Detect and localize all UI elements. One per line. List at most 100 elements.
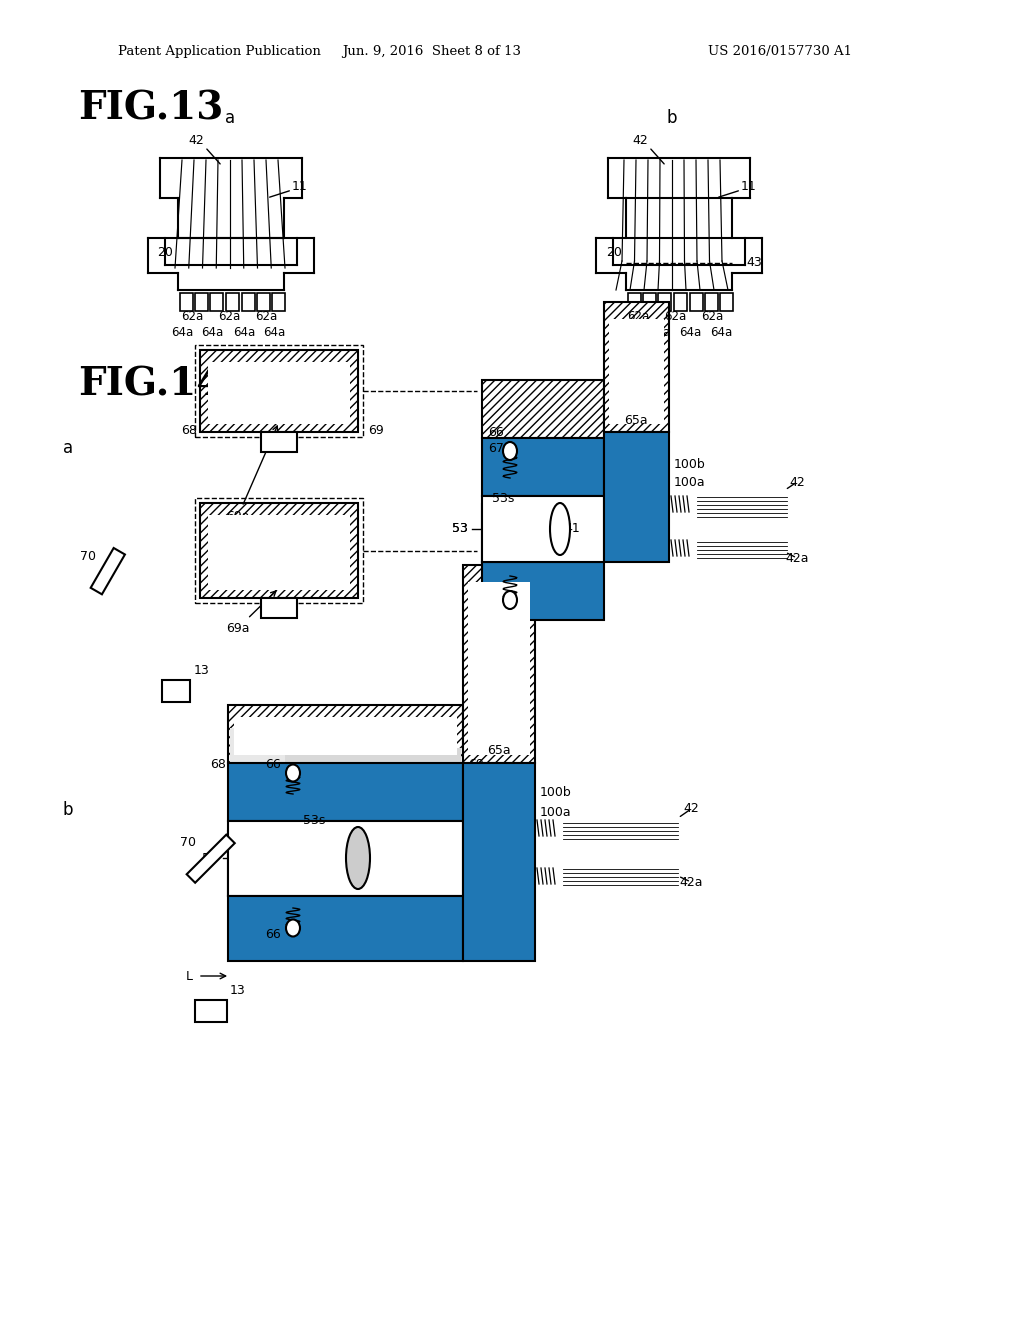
Text: 20: 20 bbox=[606, 247, 622, 260]
Bar bbox=[234, 717, 457, 755]
Text: 100b: 100b bbox=[674, 458, 706, 471]
Text: 68: 68 bbox=[210, 759, 226, 771]
Text: 69a: 69a bbox=[226, 591, 275, 635]
Text: 66: 66 bbox=[488, 607, 504, 620]
Bar bbox=[690, 293, 703, 312]
Text: 62a: 62a bbox=[218, 310, 240, 323]
Text: 62a: 62a bbox=[700, 310, 723, 323]
Bar bbox=[91, 548, 125, 594]
Text: 66: 66 bbox=[265, 758, 281, 771]
Bar bbox=[272, 293, 285, 312]
Text: b: b bbox=[62, 801, 74, 818]
Bar bbox=[180, 293, 193, 312]
Text: 53: 53 bbox=[202, 851, 218, 865]
Bar bbox=[208, 362, 350, 424]
Bar bbox=[628, 293, 641, 312]
Bar bbox=[482, 438, 604, 496]
Bar bbox=[604, 302, 669, 432]
Text: 62a: 62a bbox=[255, 310, 278, 323]
Bar bbox=[658, 293, 671, 312]
Bar bbox=[228, 832, 463, 896]
Text: 68: 68 bbox=[181, 424, 197, 437]
Ellipse shape bbox=[503, 591, 517, 609]
Text: FIG.14: FIG.14 bbox=[78, 366, 223, 404]
Text: 64a: 64a bbox=[616, 326, 639, 339]
Text: 13: 13 bbox=[230, 985, 246, 998]
Text: 67: 67 bbox=[488, 590, 504, 602]
Text: 69a: 69a bbox=[226, 426, 278, 523]
Bar bbox=[604, 432, 669, 562]
Text: 70: 70 bbox=[180, 837, 196, 850]
Bar bbox=[463, 763, 535, 961]
Bar bbox=[226, 293, 239, 312]
Bar bbox=[643, 293, 656, 312]
Bar bbox=[705, 293, 718, 312]
Bar bbox=[242, 293, 255, 312]
Text: a: a bbox=[62, 440, 73, 457]
Text: 53s: 53s bbox=[303, 813, 326, 826]
Text: 43: 43 bbox=[746, 256, 762, 269]
Text: 42a: 42a bbox=[679, 875, 702, 888]
Text: 64a: 64a bbox=[171, 326, 194, 339]
Text: 64a: 64a bbox=[679, 326, 701, 339]
Text: 11: 11 bbox=[292, 180, 308, 193]
Ellipse shape bbox=[550, 503, 570, 554]
Bar bbox=[674, 293, 687, 312]
Bar bbox=[482, 562, 604, 620]
Text: 64a: 64a bbox=[232, 326, 255, 339]
Bar bbox=[482, 380, 604, 438]
Text: 53s: 53s bbox=[492, 492, 514, 506]
Text: 64a: 64a bbox=[201, 326, 223, 339]
Text: L: L bbox=[186, 969, 193, 982]
Bar bbox=[609, 319, 664, 424]
Text: 69: 69 bbox=[468, 759, 483, 771]
Text: FIG.13: FIG.13 bbox=[78, 88, 223, 127]
Text: 42: 42 bbox=[683, 803, 698, 816]
Text: 53: 53 bbox=[453, 523, 468, 536]
Text: 53: 53 bbox=[453, 523, 468, 536]
Text: Patent Application Publication: Patent Application Publication bbox=[118, 45, 321, 58]
Bar bbox=[482, 504, 604, 562]
Bar bbox=[720, 293, 733, 312]
Bar bbox=[195, 498, 362, 603]
Text: 100a: 100a bbox=[674, 477, 706, 490]
Text: 64a: 64a bbox=[710, 326, 732, 339]
Bar bbox=[230, 748, 461, 818]
Text: 67: 67 bbox=[488, 441, 504, 454]
Text: 42: 42 bbox=[632, 135, 648, 148]
Bar bbox=[200, 350, 358, 432]
Text: a: a bbox=[225, 110, 236, 127]
Bar bbox=[463, 565, 535, 763]
Bar bbox=[210, 293, 223, 312]
Ellipse shape bbox=[503, 442, 517, 459]
Bar bbox=[195, 293, 208, 312]
Text: 62a: 62a bbox=[181, 310, 203, 323]
Text: 20: 20 bbox=[157, 247, 173, 260]
Text: 100a: 100a bbox=[540, 805, 571, 818]
Text: 42a: 42a bbox=[785, 552, 809, 565]
Text: 64a: 64a bbox=[263, 326, 285, 339]
Ellipse shape bbox=[346, 828, 370, 888]
Bar bbox=[186, 834, 234, 883]
Bar bbox=[257, 293, 270, 312]
Bar bbox=[261, 598, 297, 618]
Text: 11: 11 bbox=[741, 180, 757, 193]
Text: 69: 69 bbox=[368, 424, 384, 437]
Text: 66: 66 bbox=[488, 425, 504, 438]
Text: 42: 42 bbox=[188, 135, 204, 148]
Bar bbox=[228, 705, 463, 763]
Text: 65a: 65a bbox=[625, 413, 648, 426]
Bar bbox=[228, 821, 463, 896]
Bar bbox=[234, 843, 457, 888]
Ellipse shape bbox=[286, 920, 300, 936]
Bar bbox=[195, 1001, 227, 1022]
Text: 66: 66 bbox=[265, 928, 281, 940]
Bar bbox=[162, 680, 190, 702]
Bar bbox=[200, 503, 358, 598]
Text: 62a: 62a bbox=[627, 310, 649, 323]
Text: Jun. 9, 2016  Sheet 8 of 13: Jun. 9, 2016 Sheet 8 of 13 bbox=[342, 45, 521, 58]
Bar bbox=[195, 345, 362, 437]
Text: US 2016/0157730 A1: US 2016/0157730 A1 bbox=[708, 45, 852, 58]
Bar bbox=[482, 496, 604, 562]
Bar bbox=[228, 763, 463, 821]
